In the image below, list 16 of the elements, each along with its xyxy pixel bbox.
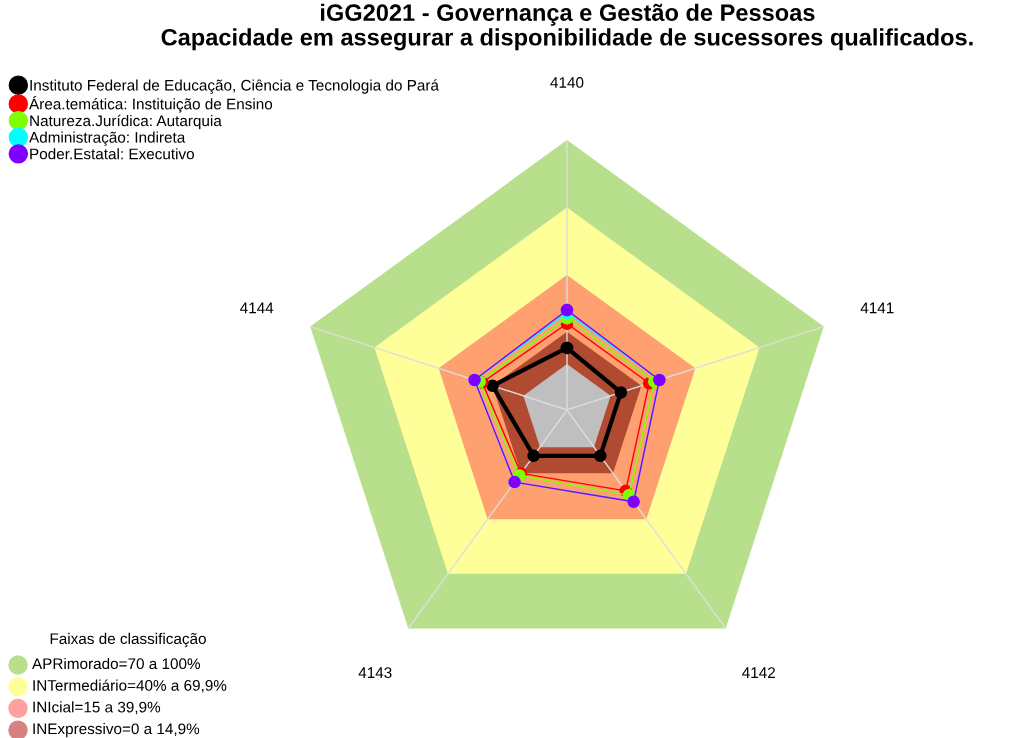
legend-label: Área.temática: Instituição de Ensino xyxy=(29,96,273,113)
chart-title: iGG2021 - Governança e Gestão de Pessoas Capacidade em assegurar a disponibilidade de sucessores qualificados. xyxy=(161,3,973,51)
spoke-label: 4142 xyxy=(742,667,775,678)
text: INTermediário=40% a 69,9% xyxy=(33,679,227,693)
text: INIcial=15 a 39,9% xyxy=(33,701,161,715)
legend-label: Natureza.Jurídica: Autarquia xyxy=(30,114,222,130)
text: INExpressivo=0 a 14,9% xyxy=(33,722,200,738)
legend-label: Administração: Indireta xyxy=(29,131,186,146)
legend-title: Faixas de classificação xyxy=(50,632,206,648)
text: APRimorado=70 a 100% xyxy=(32,657,201,670)
spoke-label: 4144 xyxy=(240,302,274,314)
legend-label: Poder.Estatal: Executivo xyxy=(30,148,194,160)
spoke-label: 4141 xyxy=(860,302,894,314)
spoke-label: 4143 xyxy=(358,667,392,679)
legend-label: Instituto Federal de Educação, Ciência e Tecnologia do Pará xyxy=(30,79,439,94)
spoke-label: 4140 xyxy=(550,77,584,88)
